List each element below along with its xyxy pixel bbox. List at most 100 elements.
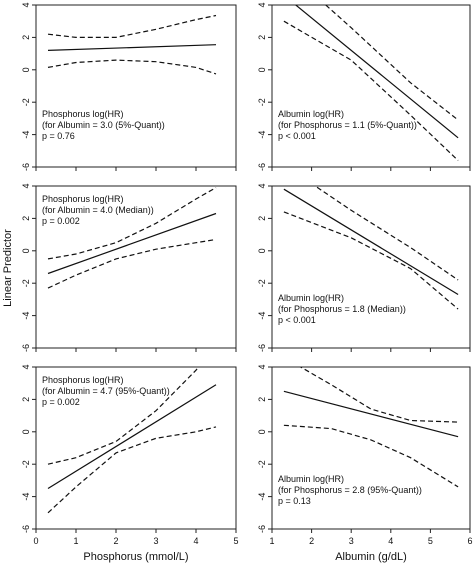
series-ci-upper: [47, 14, 217, 39]
panel-phosphorus-top: -6 -4 -2 0 2 4 Phosphorus log(HR)(for Albumin …: [21, 2, 237, 171]
y-tick-label: 2: [21, 35, 31, 40]
annotation-line: (for Phosphorus = 1.1 (5%-Quant)): [278, 120, 417, 130]
series-estimate: [283, 188, 459, 296]
annotation-line: p = 0.13: [278, 496, 311, 506]
annotation-line: (for Albumin = 3.0 (5%-Quant)): [42, 120, 165, 130]
y-tick-label: 4: [21, 364, 31, 369]
annotation-line: Albumin log(HR): [278, 109, 344, 119]
series-estimate: [294, 5, 459, 139]
annotation-line: p = 0.002: [42, 216, 80, 226]
x-tick-label: 5: [428, 536, 433, 546]
panel-albumin-middle: -6 -4 -2 0 2 4 Albumin log(HR)(for Phosphorus …: [257, 183, 471, 352]
annotation-line: p < 0.001: [278, 131, 316, 141]
series-ci-lower: [47, 59, 217, 75]
y-tick-label: -2: [257, 460, 267, 468]
y-tick-label: 0: [257, 248, 267, 253]
series-ci-lower: [283, 211, 459, 310]
series-ci-upper: [47, 367, 200, 465]
series-ci-lower: [47, 426, 217, 514]
x-axis-label: Phosphorus (mmol/L): [83, 551, 188, 563]
series-ci-upper: [299, 367, 459, 423]
y-tick-label: 4: [257, 2, 267, 7]
x-tick-label: 6: [467, 536, 472, 546]
y-tick-label: 2: [21, 216, 31, 221]
y-tick-label: 0: [21, 67, 31, 72]
y-tick-label: 4: [21, 183, 31, 188]
y-tick-label: 0: [257, 67, 267, 72]
panel-albumin-top: -6 -4 -2 0 2 4 Albumin log(HR)(for Phosphorus …: [257, 2, 471, 171]
panel-phosphorus-bottom: -6 -4 -2 0 2 4 0 1 2 3 4 5 Phosphorus (mmol/L) Phosph…: [21, 364, 239, 563]
y-tick-label: 4: [21, 2, 31, 7]
y-tick-label: 2: [257, 35, 267, 40]
y-tick-label: -4: [257, 312, 267, 320]
x-tick-label: 1: [269, 536, 274, 546]
y-tick-label: -6: [257, 344, 267, 352]
x-axis-label: Albumin (g/dL): [335, 551, 407, 563]
y-tick-label: -2: [257, 98, 267, 106]
panel-phosphorus-middle: -6 -4 -2 0 2 4 Phosphorus log(HR)(for Albumin …: [21, 183, 237, 352]
y-tick-label: 2: [21, 397, 31, 402]
y-tick-label: 2: [257, 216, 267, 221]
y-tick-label: -4: [21, 493, 31, 501]
annotation-line: p = 0.76: [42, 131, 75, 141]
series-estimate: [47, 212, 217, 275]
y-tick-label: 4: [257, 183, 267, 188]
panel-frame: [35, 4, 237, 168]
y-tick-label: 0: [21, 248, 31, 253]
series-ci-upper: [47, 187, 217, 260]
panel-frame: [271, 185, 471, 349]
series-estimate: [47, 44, 217, 51]
panel-frame: [35, 185, 237, 349]
y-tick-label: -6: [21, 525, 31, 533]
panel-frame: [271, 4, 471, 168]
x-tick-label: 3: [349, 536, 354, 546]
annotation-line: p < 0.001: [278, 315, 316, 325]
x-tick-label: 2: [309, 536, 314, 546]
y-tick-label: 0: [21, 429, 31, 434]
y-tick-label: -2: [21, 460, 31, 468]
annotation-line: (for Phosphorus = 2.8 (95%-Quant)): [278, 485, 422, 495]
x-tick-label: 2: [113, 536, 118, 546]
y-tick-label: -6: [257, 525, 267, 533]
annotation-line: Phosphorus log(HR): [42, 194, 124, 204]
x-tick-label: 4: [193, 536, 198, 546]
y-tick-label: -4: [21, 131, 31, 139]
annotation-line: Phosphorus log(HR): [42, 109, 124, 119]
series-estimate: [283, 390, 459, 438]
series-ci-upper: [324, 5, 459, 121]
x-tick-label: 0: [33, 536, 38, 546]
y-tick-label: -4: [257, 493, 267, 501]
y-tick-label: 4: [257, 364, 267, 369]
series-estimate: [47, 384, 217, 490]
annotation-line: Phosphorus log(HR): [42, 375, 124, 385]
panel-frame: [35, 366, 237, 530]
x-tick-label: 3: [153, 536, 158, 546]
annotation-line: Albumin log(HR): [278, 474, 344, 484]
y-tick-label: 2: [257, 397, 267, 402]
annotation-line: (for Albumin = 4.7 (95%-Quant)): [42, 386, 170, 396]
x-tick-label: 5: [233, 536, 238, 546]
y-tick-label: -2: [21, 98, 31, 106]
series-ci-upper: [314, 186, 459, 281]
y-tick-label: -4: [21, 312, 31, 320]
y-tick-label: 0: [257, 429, 267, 434]
y-tick-label: -6: [21, 163, 31, 171]
annotation-line: (for Albumin = 4.0 (Median)): [42, 205, 154, 215]
series-ci-lower: [47, 238, 217, 289]
annotation-line: Albumin log(HR): [278, 293, 344, 303]
y-tick-label: -4: [257, 131, 267, 139]
annotation-line: p = 0.002: [42, 397, 80, 407]
annotation-line: (for Phosphorus = 1.8 (Median)): [278, 304, 406, 314]
y-tick-label: -6: [257, 163, 267, 171]
series-ci-lower: [283, 424, 459, 488]
panel-frame: [271, 366, 471, 530]
y-tick-label: -6: [21, 344, 31, 352]
x-tick-label: 1: [73, 536, 78, 546]
y-tick-label: -2: [21, 279, 31, 287]
y-axis-label: Linear Predictor: [2, 229, 14, 307]
x-tick-label: 4: [388, 536, 393, 546]
y-tick-label: -2: [257, 279, 267, 287]
panel-albumin-bottom: -6 -4 -2 0 2 4 1 2 3 4 5 6 Albumin (g/dL) Albumin log…: [257, 364, 473, 563]
